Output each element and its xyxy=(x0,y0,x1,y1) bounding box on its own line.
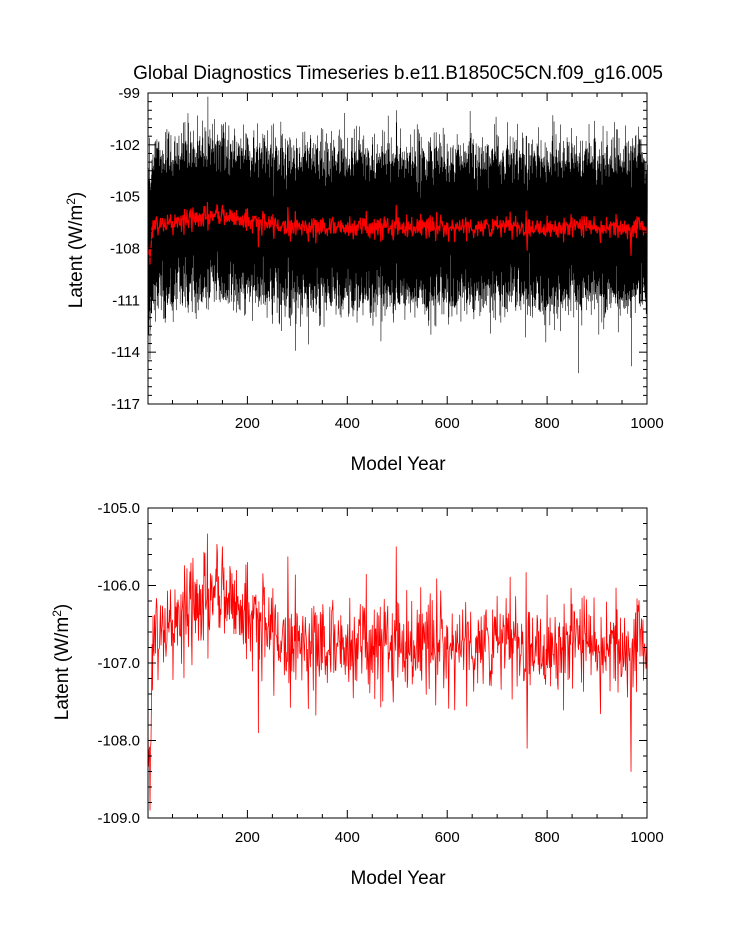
y-tick-label: -105 xyxy=(110,189,140,206)
panel-top: 200 400 600 800 1000 -99 -102 -105 -108 -111 -114 -… xyxy=(64,85,664,475)
bottom-ticks: 200 400 600 800 1000 -105.0 -106.0 -107.0 -108.0… xyxy=(97,500,663,846)
bottom-plot-lines xyxy=(147,533,648,811)
top-x-axis-label: Model Year xyxy=(350,454,446,475)
x-tick-label: 1000 xyxy=(630,415,663,432)
y-tick-label: -108.0 xyxy=(97,733,140,750)
y-tick-label: -99 xyxy=(118,85,140,102)
y-tick-label: -109.0 xyxy=(97,810,140,827)
figure-title: Global Diagnostics Timeseries b.e11.B185… xyxy=(133,63,663,84)
y-tick-label: -117 xyxy=(111,396,140,413)
top-ticks: 200 400 600 800 1000 -99 -102 -105 -108 -111 -114 -… xyxy=(110,85,664,432)
y-tick-label: -102 xyxy=(110,137,140,154)
x-tick-label: 800 xyxy=(535,829,560,846)
bottom-plot-frame xyxy=(147,507,648,819)
y-tick-label: -111 xyxy=(112,292,140,309)
x-tick-label: 800 xyxy=(535,415,560,432)
x-tick-label: 400 xyxy=(335,415,360,432)
annual-series-line xyxy=(147,533,648,811)
top-plot-frame xyxy=(147,92,648,405)
bottom-y-axis-label: Latent (W/m2) xyxy=(50,604,73,721)
annual-series-line xyxy=(147,201,648,265)
top-y-axis-label: Latent (W/m2) xyxy=(64,192,87,309)
y-tick-label: -108 xyxy=(110,241,140,258)
y-tick-label: -106.0 xyxy=(97,578,140,595)
y-tick-label: -114 xyxy=(111,344,140,361)
panel-bottom: 200 400 600 800 1000 -105.0 -106.0 -107.0 -108.0… xyxy=(50,500,664,889)
x-tick-label: 400 xyxy=(335,829,360,846)
bottom-x-axis-label: Model Year xyxy=(350,868,446,889)
x-tick-label: 600 xyxy=(435,829,460,846)
x-tick-label: 200 xyxy=(235,415,260,432)
x-tick-label: 600 xyxy=(435,415,460,432)
x-tick-label: 1000 xyxy=(630,829,663,846)
y-tick-label: -105.0 xyxy=(97,500,140,517)
x-tick-label: 200 xyxy=(235,829,260,846)
top-plot-lines xyxy=(147,96,648,374)
y-tick-label: -107.0 xyxy=(97,655,140,672)
